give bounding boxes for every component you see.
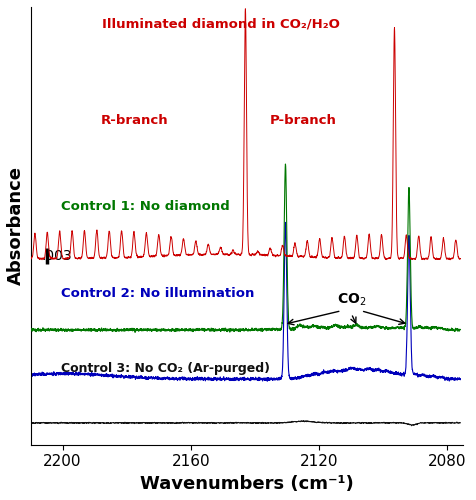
Text: Control 3: No CO₂ (Ar-purged): Control 3: No CO₂ (Ar-purged) [61,362,270,374]
Text: R-branch: R-branch [100,114,168,128]
Y-axis label: Absorbance: Absorbance [7,166,25,286]
Text: CO$_2$: CO$_2$ [337,292,366,308]
Text: Control 1: No diamond: Control 1: No diamond [61,200,229,212]
Text: Control 2: No illumination: Control 2: No illumination [61,287,254,300]
X-axis label: Wavenumbers (cm⁻¹): Wavenumbers (cm⁻¹) [140,475,354,493]
Text: .003: .003 [42,249,72,263]
Text: P-branch: P-branch [270,114,337,128]
Text: Illuminated diamond in CO₂/H₂O: Illuminated diamond in CO₂/H₂O [102,18,340,31]
